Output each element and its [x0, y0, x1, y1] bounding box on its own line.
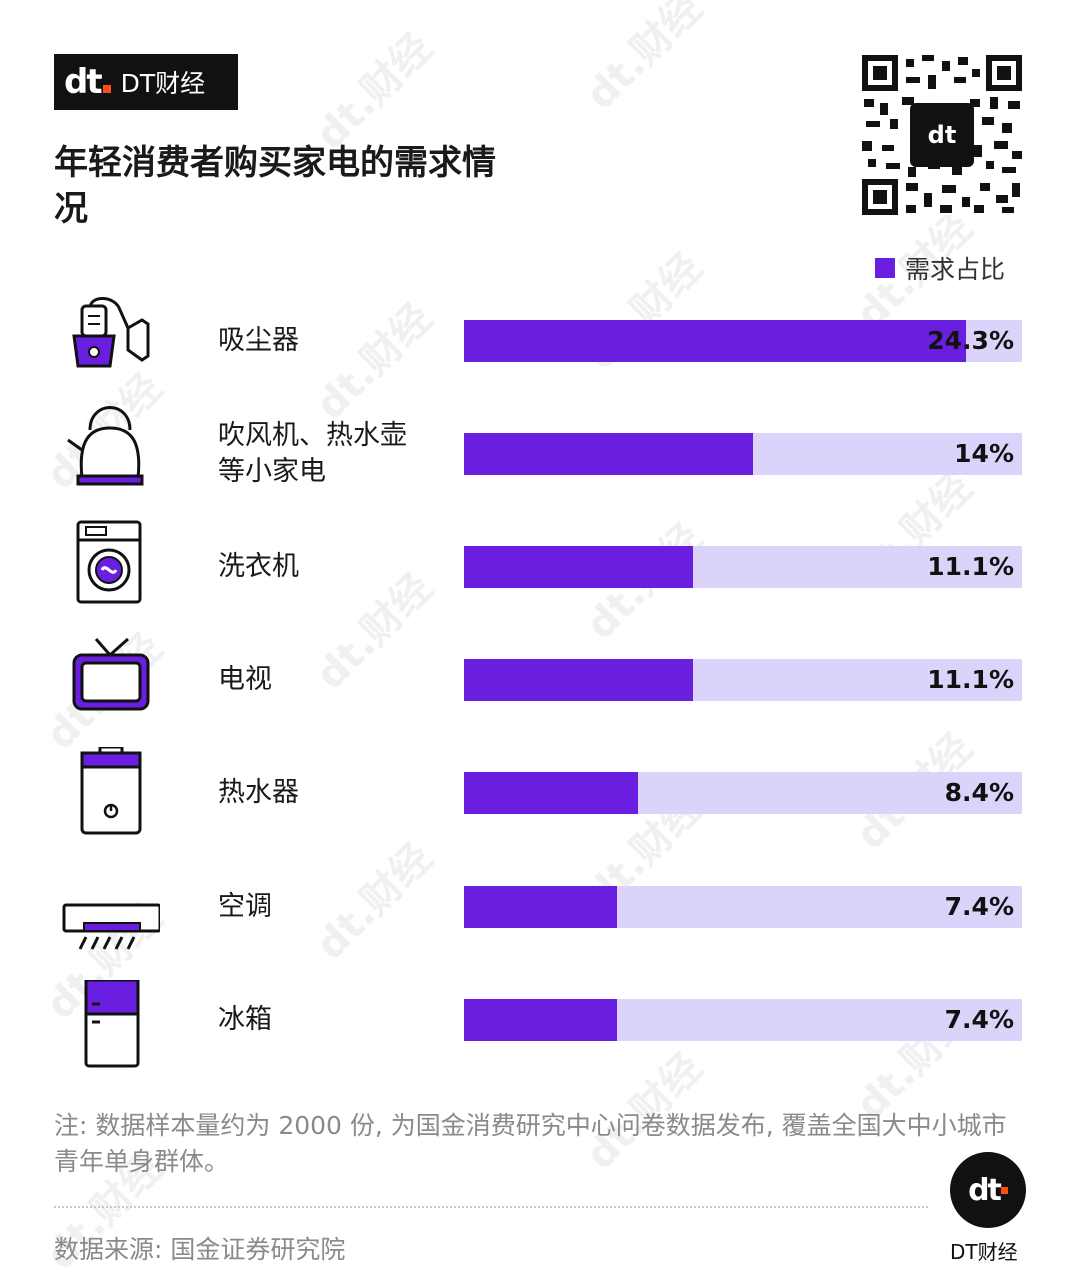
qr-code-icon: dt: [862, 55, 1022, 215]
footer-logo: dt: [950, 1152, 1026, 1228]
washing-machine-icon: [60, 518, 160, 608]
data-label: 11.1%: [927, 552, 1014, 581]
bar: [464, 772, 638, 814]
bar: [464, 433, 754, 475]
brand-name: DT财经: [120, 69, 206, 98]
data-label: 7.4%: [944, 892, 1014, 921]
category-label: 空调: [218, 889, 448, 925]
category-label-line: 空调: [218, 891, 272, 922]
data-label: 8.4%: [944, 778, 1014, 807]
chart-title: 年轻消费者购买家电的需求情况: [54, 143, 496, 229]
category-label: 电视: [218, 662, 448, 698]
bar-track: 8.4%: [464, 772, 1022, 814]
data-label: 14%: [954, 439, 1014, 468]
data-label: 24.3%: [927, 326, 1014, 355]
category-label-line: 冰箱: [218, 1004, 272, 1035]
bar: [464, 999, 617, 1041]
refrigerator-icon: [60, 978, 160, 1070]
bar: [464, 320, 967, 362]
category-label: 吸尘器: [218, 323, 448, 359]
data-label: 7.4%: [944, 1005, 1014, 1034]
brand-logo: dt DT财经: [54, 54, 238, 110]
water-heater-icon: [60, 745, 160, 837]
category-label-line: 吸尘器: [218, 325, 299, 356]
bar-track: 14%: [464, 433, 1022, 475]
svg-text:dt: dt: [928, 121, 957, 149]
bar: [464, 546, 694, 588]
category-label: 热水器: [218, 775, 448, 811]
category-label: 冰箱: [218, 1002, 448, 1038]
data-label: 11.1%: [927, 665, 1014, 694]
bar: [464, 886, 617, 928]
footer-brand-name: DT财经: [950, 1240, 1018, 1264]
bar-track: 11.1%: [464, 546, 1022, 588]
kettle-icon: [60, 400, 160, 490]
bar-track: 7.4%: [464, 886, 1022, 928]
vacuum-cleaner-icon: [60, 290, 160, 380]
category-label-line: 等小家电: [218, 456, 326, 487]
footnote: 注: 数据样本量约为 2000 份, 为国金消费研究中心问卷数据发布, 覆盖全国…: [54, 1111, 1007, 1176]
bar: [464, 659, 694, 701]
category-label-line: 洗衣机: [218, 551, 299, 582]
category-label-line: 吹风机、热水壶: [218, 420, 407, 451]
category-label: 洗衣机: [218, 549, 448, 585]
legend-swatch: [875, 258, 895, 278]
category-label: 吹风机、热水壶 等小家电: [218, 418, 448, 490]
bar-track: 11.1%: [464, 659, 1022, 701]
data-source: 数据来源: 国金证券研究院: [54, 1235, 346, 1264]
bar-track: 7.4%: [464, 999, 1022, 1041]
category-label-line: 电视: [218, 664, 272, 695]
watermark: dt.财经: [307, 295, 442, 429]
tv-icon: [60, 635, 160, 725]
legend: 需求占比: [875, 250, 1005, 286]
air-conditioner-icon: [60, 875, 162, 965]
brand-mark: dt: [64, 62, 111, 102]
bar-track: 24.3%: [464, 320, 1022, 362]
watermark: dt.财经: [577, 0, 712, 119]
watermark: dt.财经: [307, 25, 442, 159]
legend-label: 需求占比: [905, 255, 1006, 284]
category-label-line: 热水器: [218, 777, 299, 808]
divider: [54, 1206, 928, 1208]
